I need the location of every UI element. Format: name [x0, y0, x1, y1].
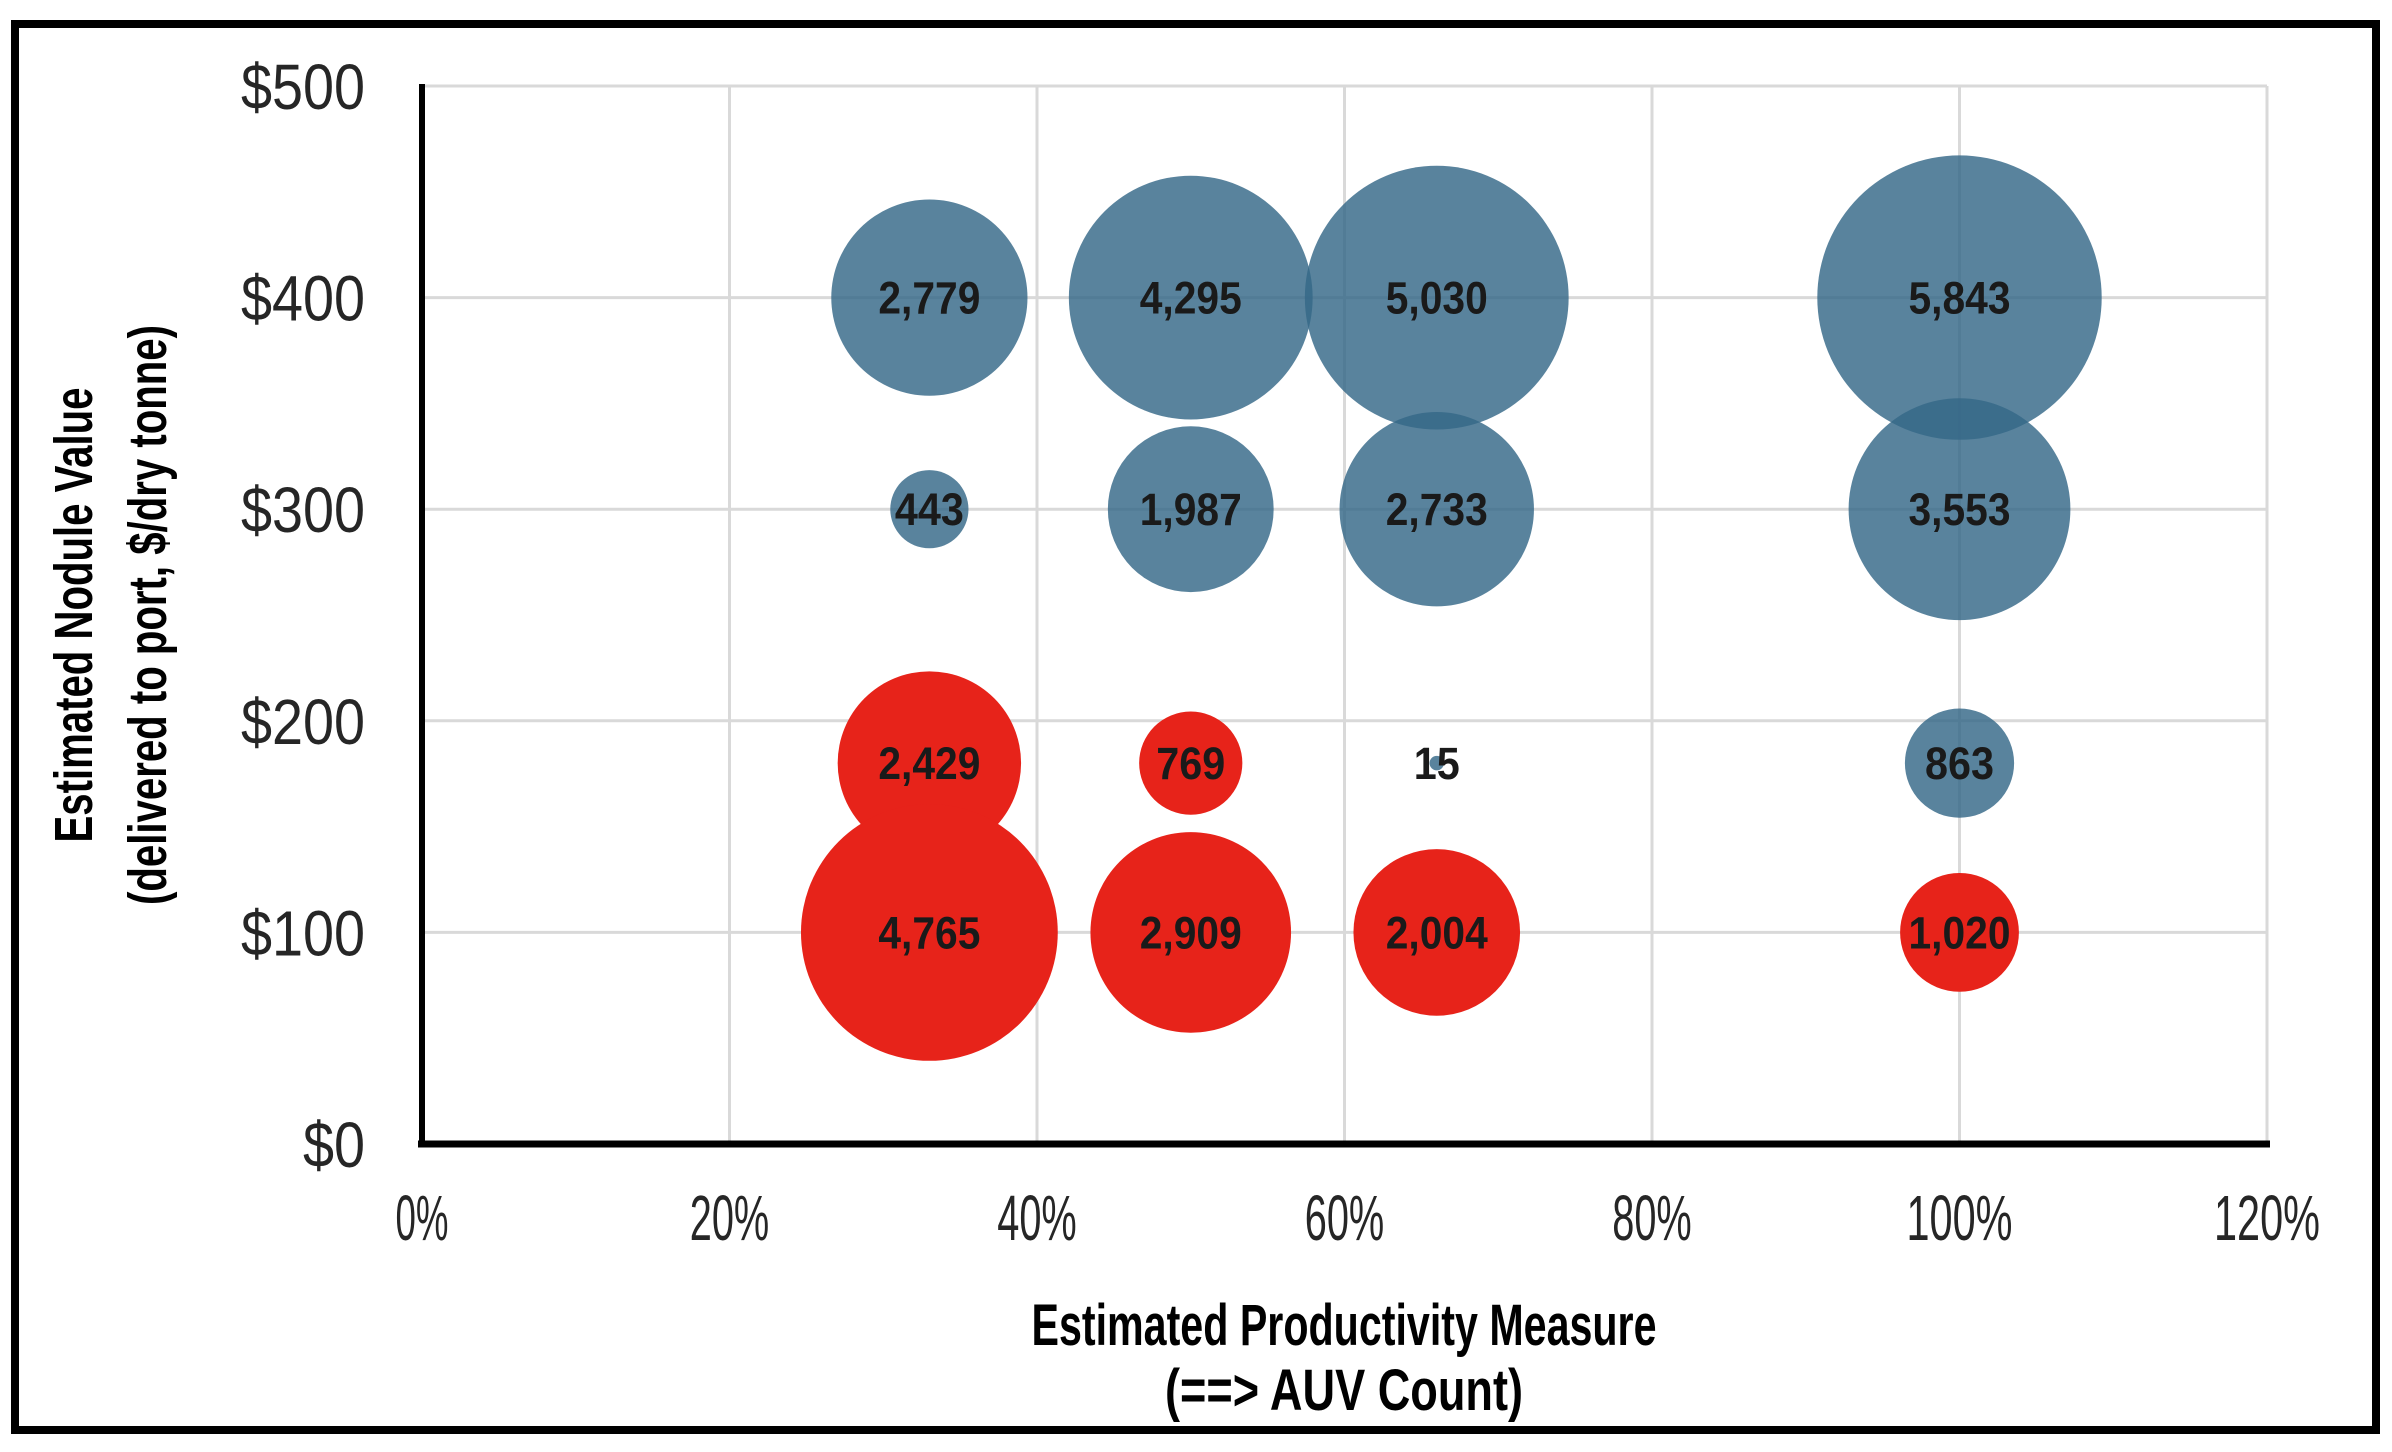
bubble-blue-series[interactable] [1429, 755, 1444, 771]
bubble-red-series[interactable] [1139, 711, 1243, 815]
bubble-value-label: 15 [1414, 738, 1460, 789]
bubble-red-series[interactable] [1353, 849, 1521, 1016]
bubble-value-label: 5,030 [1386, 273, 1488, 324]
bubble-value-label: 1,987 [1140, 484, 1242, 535]
y-tick-label: $200 [241, 686, 365, 758]
bubble-value-label: 2,779 [878, 273, 980, 324]
y-tick-label: $0 [303, 1109, 365, 1181]
bubble-value-label: 2,909 [1140, 907, 1242, 958]
bubble-blue-series[interactable] [1848, 398, 2071, 621]
y-axis-title-line1: Estimated Nodule Value [44, 388, 104, 843]
chart-outer-frame [11, 20, 2380, 1434]
x-tick-label: 20% [690, 1182, 770, 1254]
bubble-value-label: 2,004 [1386, 907, 1488, 958]
x-tick-label: 40% [997, 1182, 1077, 1254]
x-tick-label: 60% [1305, 1182, 1385, 1254]
bubble-value-label: 2,733 [1386, 484, 1488, 535]
bubble-blue-series[interactable] [1904, 708, 2015, 818]
x-tick-label: 100% [1907, 1182, 2013, 1254]
bubble-value-label: 4,295 [1140, 273, 1242, 324]
bubble-red-series[interactable] [1900, 873, 2019, 992]
bubble-value-label: 769 [1156, 738, 1225, 789]
x-axis-title-line1: Estimated Productivity Measure [1032, 1293, 1657, 1358]
x-tick-label: 0% [396, 1182, 449, 1254]
bubble-red-series[interactable] [1090, 832, 1292, 1033]
bubble-value-label: 443 [895, 484, 964, 535]
x-tick-label: 80% [1612, 1182, 1692, 1254]
bubble-blue-series[interactable] [1068, 175, 1313, 420]
bubble-blue-series[interactable] [831, 199, 1028, 396]
bubble-blue-series[interactable] [1304, 165, 1569, 430]
bubble-value-label: 863 [1925, 738, 1994, 789]
bubble-blue-series[interactable] [1107, 426, 1274, 593]
bubble-blue-series[interactable] [890, 470, 969, 549]
bubble-blue-series[interactable] [1817, 155, 2102, 440]
bubble-value-label: 1,020 [1909, 907, 2011, 958]
bubble-red-series[interactable] [800, 804, 1058, 1061]
bubble-value-label: 3,553 [1909, 484, 2011, 535]
bubble-blue-series[interactable] [1339, 412, 1534, 607]
y-tick-label: $500 [241, 51, 365, 123]
bubble-value-label: 5,843 [1909, 273, 2011, 324]
x-axis-title-line2: (==> AUV Count) [1165, 1358, 1523, 1423]
bubble-value-label: 4,765 [878, 907, 980, 958]
bubble-red-series[interactable] [837, 671, 1022, 855]
y-tick-label: $300 [241, 474, 365, 546]
x-tick-label: 120% [2214, 1182, 2320, 1254]
y-tick-label: $100 [241, 897, 365, 969]
y-tick-label: $400 [241, 263, 365, 335]
y-axis-title-line2: (delivered to port, $/dry tonne) [118, 325, 178, 905]
bubble-value-label: 2,429 [878, 738, 980, 789]
